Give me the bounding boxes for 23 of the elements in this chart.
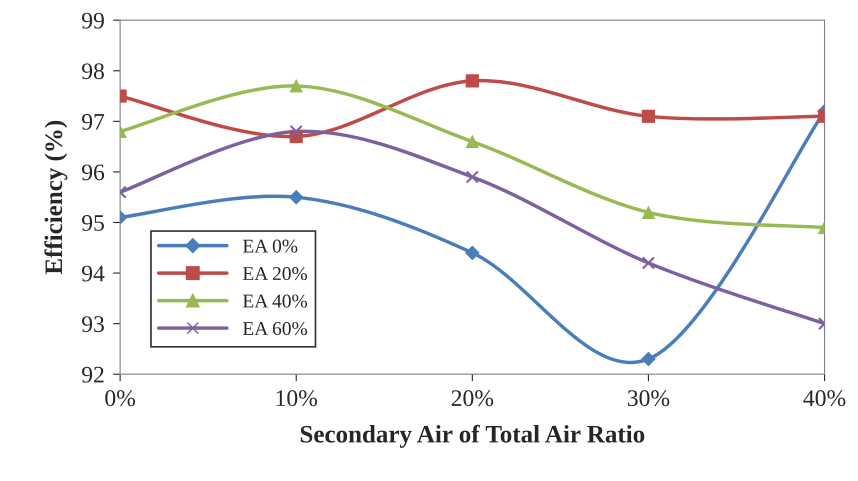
y-tick-label: 96 xyxy=(82,164,104,180)
x-axis-title: Secondary Air of Total Air Ratio xyxy=(300,424,644,448)
y-tick-label: 97 xyxy=(82,114,104,130)
legend-label: EA 40% xyxy=(242,294,308,308)
y-tick-label: 95 xyxy=(82,215,104,231)
y-tick-label: 92 xyxy=(82,366,104,383)
point xyxy=(466,74,479,88)
point xyxy=(465,246,480,260)
x-tick-label: 40% xyxy=(803,390,846,406)
legend-label: EA 0% xyxy=(242,240,298,253)
y-tick-label: 99 xyxy=(82,12,104,29)
y-axis-title: Efficiency (%) xyxy=(44,120,68,274)
y-tick-label: 98 xyxy=(82,63,104,80)
legend-label: EA 20% xyxy=(242,266,308,280)
point xyxy=(466,134,479,148)
y-tick-label: 94 xyxy=(82,266,104,282)
x-tick-label: 20% xyxy=(452,390,494,406)
x-tick-label: 10% xyxy=(276,390,318,406)
point xyxy=(466,170,479,184)
y-tick-label: 93 xyxy=(82,316,104,332)
x-tick-label: 0% xyxy=(105,390,136,406)
legend-label: EA 60% xyxy=(242,322,308,336)
x-tick-label: 30% xyxy=(628,390,670,406)
